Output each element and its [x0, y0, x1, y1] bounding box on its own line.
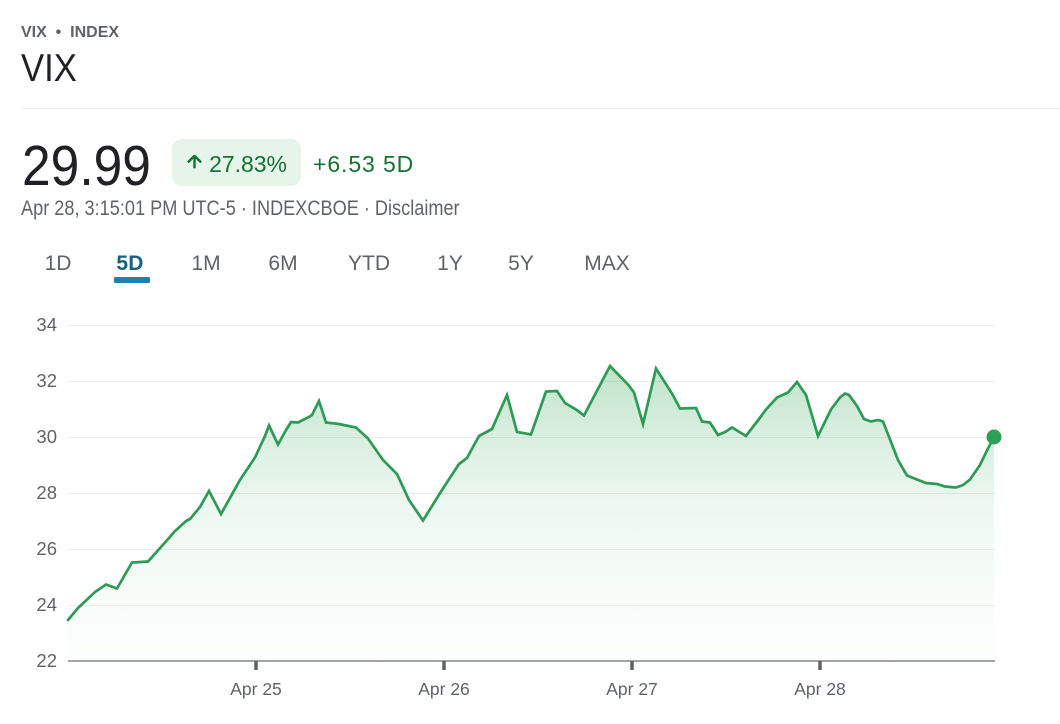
svg-text:22: 22 [36, 650, 57, 671]
svg-text:28: 28 [36, 482, 57, 503]
svg-text:24: 24 [36, 594, 57, 615]
svg-text:26: 26 [36, 538, 57, 559]
svg-text:32: 32 [36, 370, 57, 391]
svg-text:34: 34 [36, 314, 57, 335]
svg-text:Apr 27: Apr 27 [606, 679, 658, 699]
svg-text:30: 30 [36, 426, 57, 447]
svg-text:Apr 28: Apr 28 [794, 679, 846, 699]
svg-text:Apr 25: Apr 25 [230, 679, 282, 699]
svg-text:Apr 26: Apr 26 [418, 679, 470, 699]
